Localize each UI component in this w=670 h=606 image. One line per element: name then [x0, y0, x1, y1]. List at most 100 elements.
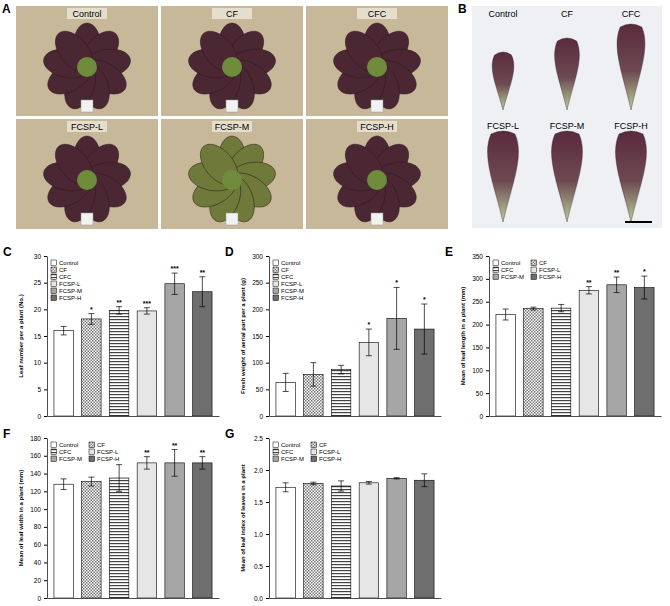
y-tick: 15 — [34, 333, 47, 340]
error-cap — [172, 294, 178, 295]
error-cap — [366, 329, 372, 330]
legend-entry: CF — [273, 267, 289, 273]
y-tick-mark — [44, 580, 47, 581]
significance-label: ** — [614, 269, 620, 276]
bar — [109, 310, 128, 416]
legend-label: FCSP-H — [281, 295, 303, 301]
y-tick-mark — [266, 336, 269, 337]
photo-cell: CF — [555, 9, 580, 110]
error-line — [174, 273, 175, 294]
x-axis — [48, 416, 220, 417]
x-axis-line — [490, 416, 662, 417]
error-bar — [421, 474, 427, 487]
y-tick: 5 — [37, 386, 47, 393]
y-tick: 0.0 — [254, 595, 269, 602]
bar — [635, 288, 654, 416]
error-cap — [116, 464, 122, 465]
error-cap — [116, 306, 122, 307]
bars — [276, 474, 434, 598]
panel-letter: F — [3, 427, 10, 441]
error-bar — [530, 307, 536, 310]
y-tick-mark — [44, 389, 47, 390]
error-bar — [586, 287, 592, 294]
y-tick-label: 1.5 — [254, 499, 263, 506]
y-tick-label: 20 — [34, 306, 42, 313]
legend-label: FCSP-L — [319, 449, 341, 455]
y-tick-label: 0.5 — [254, 563, 263, 570]
legend-label: FCSP-L — [97, 449, 119, 455]
y-tick: 180 — [30, 435, 47, 442]
y-tick-mark — [44, 416, 47, 417]
legend-entry: FCSP-H — [89, 456, 119, 462]
y-tick-label: 0 — [479, 413, 483, 420]
bar — [82, 319, 101, 416]
y-tick: 300 — [472, 275, 489, 282]
legend-entry: CFC — [273, 449, 294, 455]
legend-label: FCSP-H — [319, 456, 341, 462]
legend-label: FCSP-L — [539, 267, 561, 273]
legend-swatch — [531, 267, 537, 273]
error-cap — [88, 477, 94, 478]
y-tick-label: 200 — [472, 321, 483, 328]
legend-entry: Control — [273, 260, 300, 266]
error-cap — [310, 362, 316, 363]
y-tick-mark — [44, 256, 47, 257]
y-tick: 80 — [34, 523, 47, 530]
significance-label: ** — [200, 269, 206, 276]
error-line — [119, 307, 120, 314]
y-tick-mark — [44, 456, 47, 457]
bar — [165, 284, 184, 416]
bars — [54, 450, 212, 598]
y-tick-label: 2.5 — [254, 435, 263, 442]
error-cap — [338, 373, 344, 374]
error-cap — [88, 486, 94, 487]
legend-entry: Control — [51, 260, 78, 266]
legend-entry: FCSP-M — [273, 456, 304, 462]
significance-label: *** — [143, 300, 151, 307]
x-axis — [270, 598, 442, 599]
legend-entry: FCSP-L — [273, 281, 303, 287]
photo-leaf — [193, 137, 245, 192]
y-tick: 60 — [34, 541, 47, 548]
bar — [54, 331, 73, 416]
error-cap — [641, 276, 647, 277]
legend-label: CF — [97, 442, 105, 448]
y-tick-mark — [266, 283, 269, 284]
error-cap — [283, 491, 289, 492]
error-line — [616, 277, 617, 293]
legend-swatch — [273, 288, 279, 294]
significance-label: ** — [172, 442, 178, 449]
y-tick: 0 — [37, 413, 47, 420]
legend-label: CFC — [281, 449, 294, 455]
photo-cell: CFC — [306, 6, 448, 116]
legend-swatch — [493, 267, 499, 273]
y-tick: 300 — [252, 253, 269, 260]
y-tick-label: 80 — [34, 523, 42, 530]
y-tick: 200 — [252, 306, 269, 313]
error-cap — [283, 482, 289, 483]
legend-entry: FCSP-H — [311, 456, 341, 462]
legend-entry: CF — [311, 442, 327, 448]
legend-swatch — [51, 449, 57, 455]
y-tick-mark — [266, 502, 269, 503]
error-cap — [421, 354, 427, 355]
error-bar — [172, 450, 178, 477]
error-bar — [116, 465, 122, 492]
error-cap — [421, 304, 427, 305]
y-tick-label: 10 — [34, 359, 42, 366]
legend-entry: FCSP-M — [51, 456, 82, 462]
legend-entry: FCSP-M — [493, 274, 524, 280]
legend-entry: Control — [493, 260, 520, 266]
error-cap — [61, 478, 67, 479]
legend-entry: FCSP-H — [531, 274, 561, 280]
y-tick-mark — [486, 302, 489, 303]
error-bar — [394, 478, 400, 479]
y-axis-title: Mean of leaf length in a plant (mm) — [460, 287, 466, 386]
legend-swatch — [273, 295, 279, 301]
y-tick-mark — [44, 562, 47, 563]
legend-entry: CFC — [51, 274, 72, 280]
label-patch — [212, 8, 252, 19]
bar — [387, 478, 406, 598]
error-cap — [144, 307, 150, 308]
error-cap — [641, 298, 647, 299]
